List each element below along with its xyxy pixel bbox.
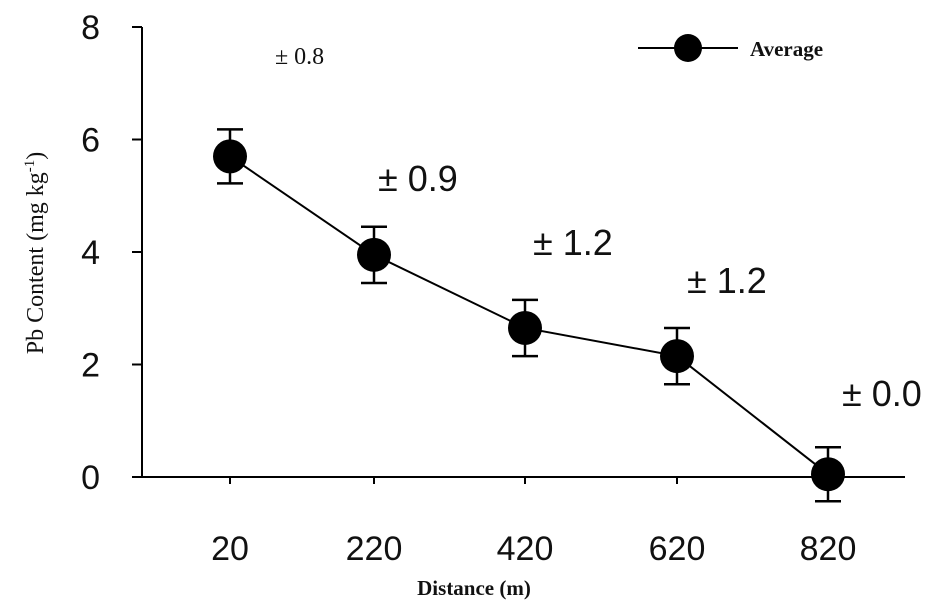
legend-marker — [674, 34, 702, 62]
y-ticks: 0 2 4 6 8 — [81, 9, 142, 497]
data-points — [213, 139, 845, 492]
x-tick-label: 620 — [649, 530, 706, 568]
x-ticks: 20 220 420 620 820 — [211, 477, 856, 568]
data-point — [811, 457, 845, 492]
data-point — [508, 310, 542, 345]
x-axis-title: Distance (m) — [417, 576, 531, 600]
y-tick-label: 4 — [81, 234, 100, 272]
data-point — [660, 339, 694, 374]
x-tick-label: 820 — [800, 530, 857, 568]
y-axis-title: Pb Content (mg kg-1) — [22, 152, 49, 355]
error-annotation: ± 0.9 — [378, 158, 458, 199]
legend: Average — [638, 34, 823, 62]
data-point — [213, 139, 247, 174]
error-annotation: ± 0.0 — [842, 373, 922, 414]
y-tick-label: 6 — [81, 122, 100, 160]
x-tick-label: 420 — [497, 530, 554, 568]
annotations: ± 0.8 ± 0.9 ± 1.2 ± 1.2 ± 0.0 — [275, 44, 922, 414]
error-annotation: ± 1.2 — [533, 222, 613, 263]
y-tick-label: 8 — [81, 9, 100, 47]
error-annotation: ± 1.2 — [687, 260, 767, 301]
y-tick-label: 2 — [81, 347, 100, 385]
x-tick-label: 220 — [346, 530, 403, 568]
data-point — [357, 237, 391, 272]
y-axis-title-close: ) — [23, 152, 49, 160]
legend-label: Average — [750, 37, 823, 61]
y-axis-title-main: Pb Content (mg kg — [23, 172, 49, 354]
x-tick-label: 20 — [211, 530, 249, 568]
error-annotation: ± 0.8 — [275, 44, 324, 70]
y-axis-title-superscript: -1 — [22, 160, 38, 173]
y-tick-label: 0 — [81, 459, 100, 497]
